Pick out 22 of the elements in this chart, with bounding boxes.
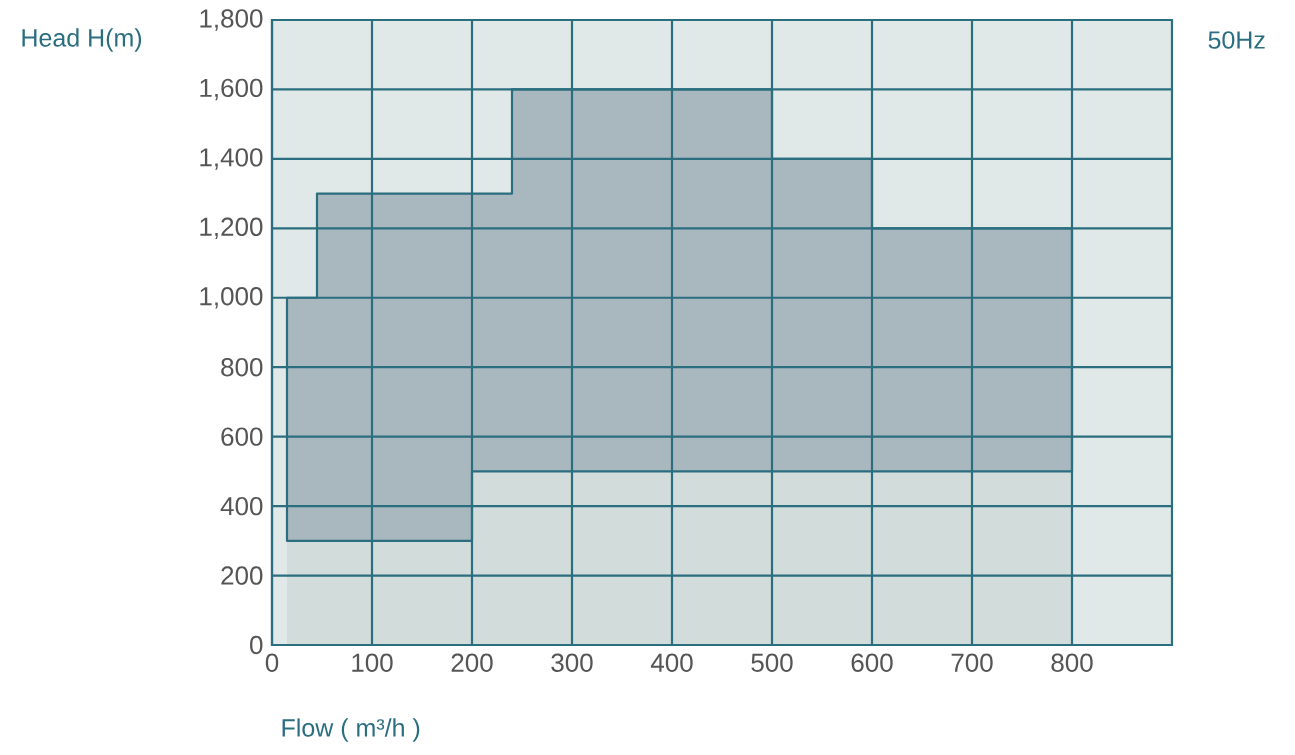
x-tick-label: 500	[751, 653, 793, 672]
x-tick-label: 600	[851, 653, 893, 672]
x-tick-label: 200	[451, 653, 493, 672]
y-tick-label: 1,600	[200, 78, 263, 101]
y-tick-label: 0	[250, 635, 263, 655]
x-tick-label: 800	[1051, 653, 1093, 672]
x-tick-label: 300	[551, 653, 593, 672]
x-tick-label: 0	[265, 653, 279, 672]
x-axis-title: Flow ( m³/h )	[282, 718, 420, 742]
y-tick-label: 1,800	[200, 9, 263, 31]
y-tick-label: 600	[221, 427, 263, 446]
x-tick-label: 700	[951, 653, 993, 672]
y-tick-label: 1,400	[200, 148, 263, 170]
y-tick-label: 1,000	[200, 287, 263, 309]
x-tick-label: 100	[352, 653, 393, 672]
text: 50Hz	[1208, 31, 1265, 49]
y-tick-label: 400	[220, 496, 263, 516]
y-tick-label: 200	[221, 566, 263, 585]
x-tick-label: 400	[650, 653, 693, 672]
y-axis-title: Head H(m)	[22, 28, 142, 52]
y-tick-label: 800	[221, 358, 263, 377]
y-tick-label: 1,200	[200, 217, 263, 240]
